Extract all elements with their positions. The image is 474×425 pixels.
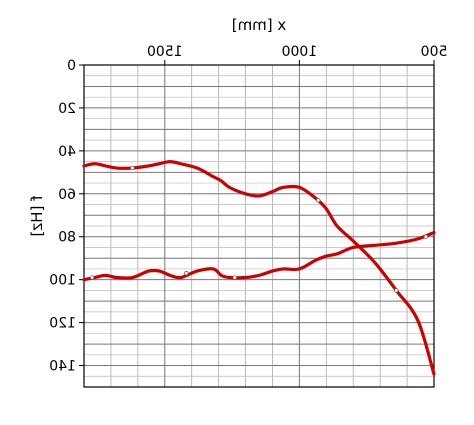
y-tick-label: 80 [58,230,76,246]
data-marker [89,275,95,280]
tick-marks [79,60,435,367]
y-tick-label: 20 [58,101,76,117]
y-tick-label: 120 [49,316,76,332]
data-marker [130,165,135,171]
series-line-2 [82,230,436,282]
plot-frame [83,64,435,388]
y-tick-label: 100 [49,273,76,289]
data-marker [232,275,237,280]
data-marker [184,271,189,276]
y-tick-labels: 0 20 40 60 80 100 120 140 [49,58,76,375]
x-tick-label: 1500 [147,44,183,60]
y-tick-label: 40 [58,144,76,160]
y-tick-label: 140 [49,359,76,375]
data-marker [394,288,399,293]
x-tick-labels: 500 1000 1500 [147,44,447,60]
y-axis-label: f [Hz] [28,196,46,237]
y-tick-label: 60 [58,187,76,203]
x-tick-label: 500 [421,44,448,60]
data-marker [316,198,321,203]
data-marker [423,234,429,239]
marker-group [89,165,429,293]
x-tick-label: 1000 [282,44,318,60]
y-tick-label: 0 [67,58,76,74]
minor-gridlines [83,65,434,387]
x-axis-label: x [mm] [232,16,287,34]
